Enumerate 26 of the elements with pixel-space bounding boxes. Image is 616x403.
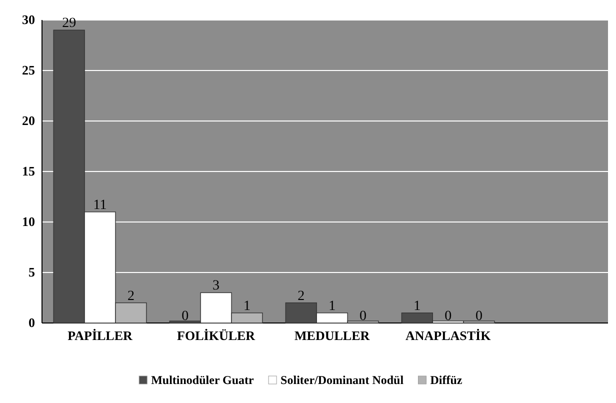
- data-label: 1: [243, 298, 250, 314]
- data-label: 0: [182, 309, 189, 324]
- y-tick-label: 10: [22, 214, 35, 230]
- data-label: 0: [444, 309, 452, 324]
- y-tick-label: 20: [22, 113, 35, 128]
- data-label: 29: [62, 16, 76, 32]
- data-label: 11: [93, 198, 107, 213]
- x-tick-label: ANAPLASTİK: [405, 328, 492, 343]
- x-tick-label: FOLİKÜLER: [177, 328, 256, 343]
- data-label: 0: [476, 309, 483, 324]
- y-tick-label: 0: [28, 315, 35, 330]
- data-label: 1: [328, 298, 336, 314]
- y-tick-label: 30: [22, 12, 35, 28]
- legend-label: Soliter/Dominant Nodül: [280, 373, 404, 387]
- data-label: 2: [127, 288, 134, 304]
- data-label: 2: [298, 288, 305, 304]
- x-tick-label: PAPİLLER: [68, 328, 134, 343]
- legend-label: Diffüz: [430, 373, 463, 387]
- y-tick-label: 5: [28, 264, 36, 280]
- y-tick-label: 25: [22, 62, 36, 78]
- data-label: 0: [360, 309, 367, 324]
- data-label: 1: [414, 298, 421, 314]
- data-label: 3: [212, 278, 220, 294]
- x-tick-label: MEDULLER: [294, 328, 370, 343]
- legend-label: Multinodüler Guatr: [151, 373, 255, 387]
- y-tick-label: 15: [22, 164, 36, 179]
